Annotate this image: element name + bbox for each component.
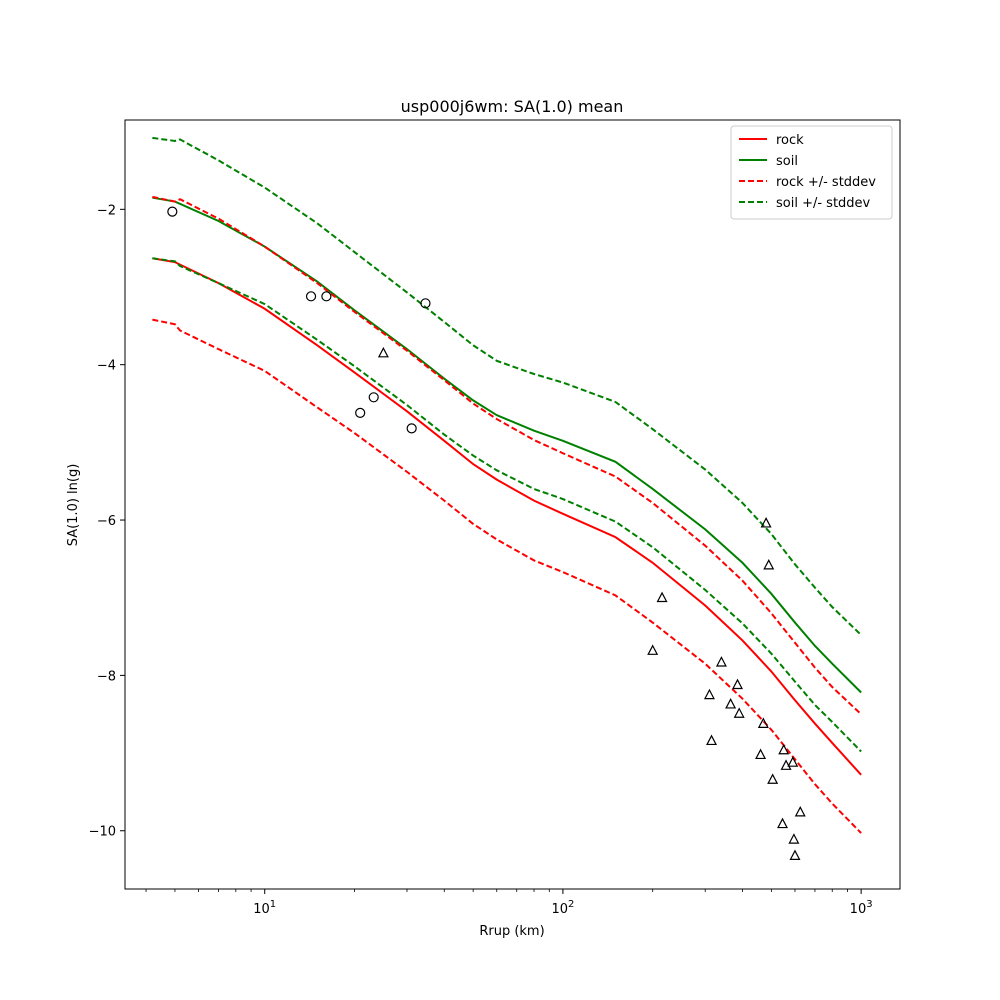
series-line-2 xyxy=(152,318,862,834)
triangle-point xyxy=(777,817,789,829)
circle-point xyxy=(305,291,317,302)
x-axis-title: Rrup (km) xyxy=(479,924,544,939)
legend-label: soil xyxy=(776,154,798,169)
triangle-point xyxy=(715,656,727,667)
legend-label: rock xyxy=(776,133,804,148)
chart-title: usp000j6wm: SA(1.0) mean xyxy=(401,97,624,116)
circle-point xyxy=(406,423,417,434)
legend-label: soil +/- stddev xyxy=(776,196,871,211)
triangle-point xyxy=(788,833,800,844)
triangle-point xyxy=(757,717,769,728)
series-line-4 xyxy=(152,257,862,753)
circle-point xyxy=(368,392,379,403)
triangle-point xyxy=(763,558,775,570)
series-line-0 xyxy=(152,257,862,776)
circle-point xyxy=(420,298,431,309)
triangle-point xyxy=(377,346,389,358)
circle-point xyxy=(321,291,332,302)
triangle-point xyxy=(794,806,806,817)
triangle-point xyxy=(733,707,745,718)
triangle-point xyxy=(732,678,744,690)
triangle-point xyxy=(787,756,799,767)
y-axis-title: SA(1.0) ln(g) xyxy=(66,464,81,547)
series-line-5 xyxy=(152,136,862,636)
triangle-point xyxy=(725,698,737,709)
triangle-point xyxy=(760,517,772,528)
points-layer xyxy=(167,206,806,861)
plot-frame xyxy=(124,119,901,890)
series-layer xyxy=(152,136,862,834)
legend-box xyxy=(730,125,893,220)
triangle-point xyxy=(706,734,718,746)
triangle-point xyxy=(778,743,790,755)
triangle-point xyxy=(789,849,801,861)
y-tick-label: −8 xyxy=(97,669,116,684)
triangle-point xyxy=(755,748,767,760)
y-axis: −10 −8 −6 −4 −2 xyxy=(89,203,125,840)
triangle-point xyxy=(647,644,659,655)
y-tick-label: −10 xyxy=(89,825,116,840)
circle-point xyxy=(167,206,178,217)
legend: rock soil rock +/- stddev soil +/- stddev xyxy=(730,125,893,220)
y-tick-label: −2 xyxy=(97,203,116,218)
circle-point xyxy=(355,407,366,418)
triangle-point xyxy=(656,591,668,603)
y-tick-label: −4 xyxy=(97,359,116,374)
triangle-point xyxy=(767,773,779,784)
triangle-point xyxy=(703,688,715,700)
y-tick-label: −6 xyxy=(97,514,116,529)
series-line-3 xyxy=(152,195,862,715)
legend-label: rock +/- stddev xyxy=(776,175,876,190)
